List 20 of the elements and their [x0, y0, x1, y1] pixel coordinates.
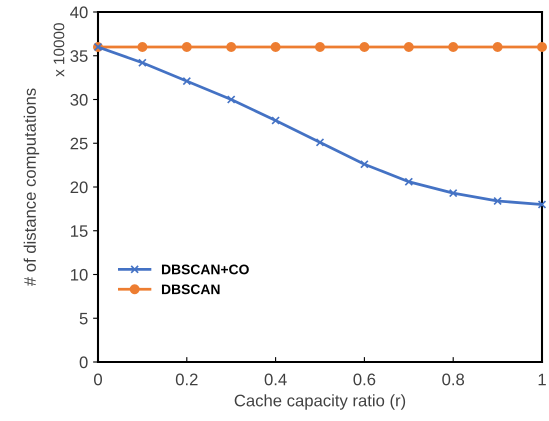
- y-axis-title: # of distance computations: [24, 88, 40, 286]
- x-tick-label: 0: [94, 374, 102, 386]
- x-tick-label: 0.6: [353, 374, 376, 386]
- y-tick-label: 40: [70, 6, 88, 18]
- y-tick-label: 5: [80, 312, 88, 324]
- legend-label: DBSCAN+CO: [162, 264, 249, 274]
- x-tick-label: 0.4: [264, 374, 287, 386]
- x-tick-label: 0.8: [442, 374, 464, 386]
- y-tick-label: 15: [71, 225, 88, 237]
- y-tick-label: 10: [71, 268, 88, 281]
- x-tick-label: 1: [538, 374, 546, 386]
- x-tick-label: 0.2: [176, 374, 198, 386]
- y-tick-label: 20: [70, 181, 88, 194]
- y-tick-label: 0: [80, 356, 88, 368]
- y-tick-label: 25: [70, 138, 88, 150]
- legend-label: DBSCAN: [162, 284, 220, 294]
- x-axis-title: Cache capacity ratio (r): [234, 394, 406, 410]
- y-tick-label: 30: [70, 94, 88, 106]
- text: x 10000: [54, 23, 64, 77]
- y-tick-label: 35: [70, 50, 88, 62]
